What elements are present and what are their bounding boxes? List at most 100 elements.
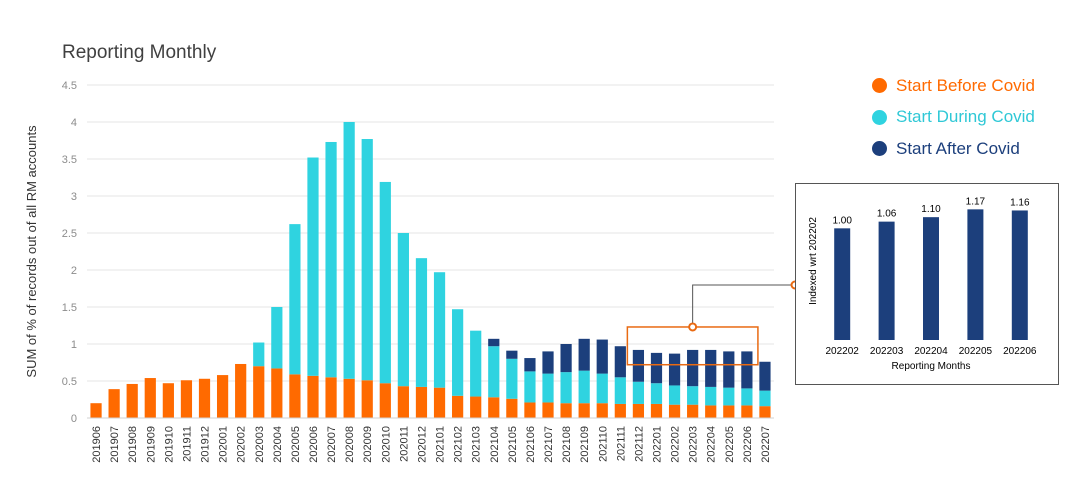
x-tick-label: 202107 — [543, 426, 555, 463]
x-tick-label: 202006 — [308, 426, 320, 463]
bar-segment-after — [578, 338, 590, 371]
chart-title: Reporting Monthly — [62, 42, 217, 63]
bar-segment-during — [379, 181, 391, 384]
bar-segment-during — [433, 272, 446, 388]
bar-segment-before — [126, 383, 138, 418]
x-tick-label: 202008 — [344, 426, 356, 463]
bar-segment-before — [488, 397, 500, 418]
bar-segment-after — [488, 338, 500, 347]
bar-segment-during — [632, 381, 645, 404]
legend-item-before[interactable]: Start Before Covid — [872, 70, 1035, 102]
x-tick-label: 202101 — [435, 426, 447, 463]
x-tick-label: 202106 — [525, 426, 537, 463]
inset-data-label: 1.16 — [1010, 197, 1030, 208]
bar-segment-before — [668, 404, 681, 418]
bar-segment-during — [271, 307, 283, 369]
bar-segment-before — [397, 386, 409, 418]
bar-segment-during — [524, 371, 536, 403]
bar-segment-before — [216, 375, 229, 418]
inset-bar — [878, 221, 895, 340]
bar-segment-before — [741, 405, 753, 418]
bar-segment-during — [560, 372, 572, 404]
x-tick-label: 201910 — [163, 426, 175, 463]
bar-segment-during — [488, 346, 500, 398]
legend: Start Before Covid Start During Covid St… — [872, 70, 1035, 165]
inset-data-label: 1.17 — [966, 196, 986, 207]
bar-segment-after — [506, 350, 518, 359]
y-tick-label: 4.5 — [62, 80, 77, 92]
y-tick-label: 0.5 — [62, 376, 77, 388]
bar-segment-during — [415, 258, 428, 387]
bar-segment-before — [307, 375, 319, 418]
x-tick-label: 202103 — [471, 426, 483, 463]
bar-segment-before — [524, 402, 536, 418]
legend-swatch-after — [872, 141, 887, 157]
bar-segment-during — [397, 233, 409, 387]
bar-segment-before — [198, 378, 211, 418]
bar-segment-before — [759, 406, 771, 418]
bar-segment-before — [705, 405, 717, 418]
bar-segment-before — [253, 366, 265, 418]
x-tick-label: 202203 — [688, 426, 700, 463]
x-tick-label: 201906 — [91, 426, 103, 463]
x-tick-label: 202207 — [760, 426, 772, 463]
bar-segment-before — [361, 380, 373, 418]
bar-segment-before — [433, 387, 446, 418]
x-tick-label: 202007 — [326, 426, 338, 463]
bar-segment-during — [506, 358, 518, 399]
bar-segment-before — [90, 403, 102, 418]
y-tick-label: 3.5 — [62, 154, 77, 166]
x-tick-label: 202112 — [633, 426, 645, 462]
bar-segment-before — [289, 374, 301, 418]
legend-swatch-before — [872, 78, 887, 94]
x-tick-label: 202012 — [416, 426, 428, 463]
bar-segment-after — [759, 361, 771, 391]
y-tick-label: 2.5 — [62, 228, 77, 240]
callout-connector — [692, 284, 795, 327]
y-tick-label: 4 — [71, 117, 77, 129]
x-tick-label: 202104 — [489, 426, 501, 463]
x-tick-label: 202102 — [453, 426, 465, 463]
x-tick-label: 202108 — [561, 426, 573, 463]
inset-x-axis-title: Reporting Months — [892, 361, 971, 372]
legend-label-during: Start During Covid — [896, 107, 1035, 127]
bar-segment-after — [650, 352, 663, 384]
x-tick-label: 202201 — [651, 426, 663, 463]
inset-data-label: 1.10 — [921, 204, 941, 215]
bar-segment-during — [253, 342, 265, 367]
bar-segment-during — [741, 388, 753, 406]
bar-segment-during — [578, 370, 590, 404]
bar-segment-before — [723, 405, 735, 418]
bar-segment-before — [108, 389, 120, 418]
y-tick-label: 1.5 — [62, 302, 77, 314]
legend-item-during[interactable]: Start During Covid — [872, 102, 1035, 134]
inset-bar — [923, 217, 939, 340]
bar-segment-after — [542, 351, 554, 374]
bar-segment-after — [632, 349, 645, 382]
x-tick-label: 202011 — [398, 426, 410, 462]
bar-segment-before — [180, 380, 193, 418]
bar-segment-during — [452, 309, 464, 396]
bar-segment-during — [614, 377, 626, 404]
bar-segment-before — [325, 377, 337, 418]
bar-segment-before — [144, 378, 156, 418]
x-tick-label: 202109 — [579, 426, 591, 463]
y-axis-title: SUM of % of records out of all RM accoun… — [24, 125, 39, 378]
bar-segment-before — [162, 383, 174, 418]
bar-segment-before — [271, 368, 283, 418]
inset-x-tick-label: 202205 — [959, 346, 993, 357]
legend-item-after[interactable]: Start After Covid — [872, 133, 1035, 165]
x-tick-label: 202202 — [670, 426, 682, 463]
bar-segment-before — [614, 403, 626, 418]
y-tick-label: 1 — [71, 339, 77, 351]
inset-bar — [834, 228, 851, 340]
bar-segment-after — [596, 339, 608, 374]
bar-segment-before — [343, 378, 355, 418]
inset-bar — [967, 209, 984, 340]
y-tick-label: 0 — [71, 413, 77, 425]
x-tick-label: 202005 — [290, 426, 302, 463]
bar-segment-after — [723, 351, 735, 388]
bar-segment-during — [668, 385, 681, 405]
